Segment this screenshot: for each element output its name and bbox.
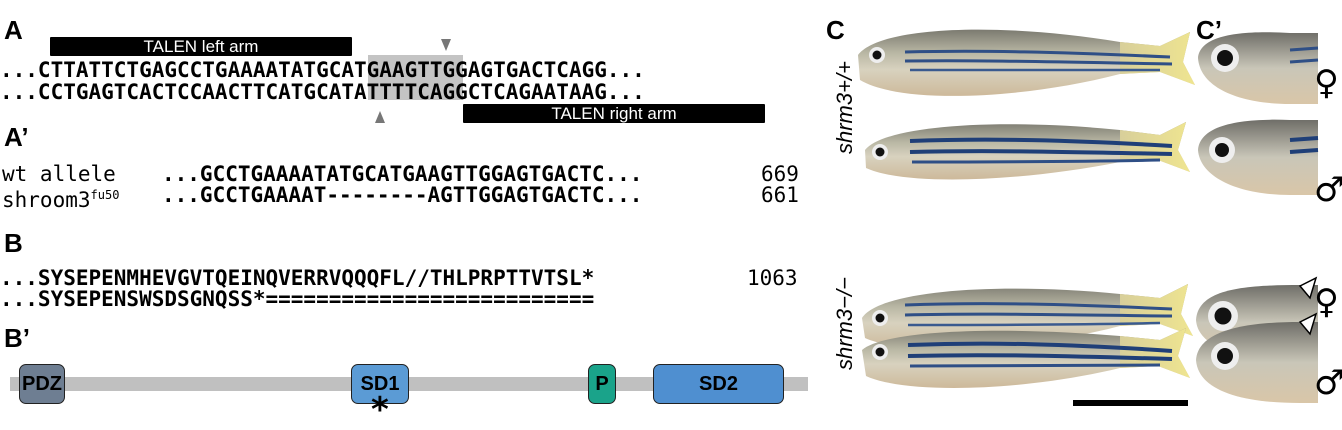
talen-left-arm: TALEN left arm <box>50 37 352 56</box>
cut-site-highlight <box>368 55 463 100</box>
sex-symbol-female-mutant: ♀ <box>1314 282 1339 322</box>
panel-label-c: C <box>826 15 845 45</box>
top-arrowhead-icon <box>441 39 451 51</box>
allele-pos-wt: 669 <box>761 162 799 186</box>
allele-seq-wt: ...GCCTGAAAATATGCATGAAGTTGGAGTGACTC... <box>162 162 643 186</box>
dna-bottom-strand: ...CCTGAGTCACTCCAACTTCATGCATATTTTCAGGCTC… <box>0 80 645 104</box>
truncation-marker: * <box>371 390 389 430</box>
fish-mutant-male <box>862 328 1190 388</box>
domain-pdz: PDZ <box>19 364 65 404</box>
scale-bar <box>1073 400 1188 406</box>
head-closeup-wt-female <box>1198 32 1319 104</box>
panel-label-b-prime: B’ <box>4 323 30 353</box>
protein-seq-wt: ...SYSEPENMHEVGVTQEINQVERRVQQQFL//THLPRP… <box>0 266 595 290</box>
bottom-arrowhead-icon <box>375 111 385 123</box>
sex-symbol-female-wt: ♀ <box>1314 63 1339 103</box>
head-closeup-wt-male <box>1198 119 1319 195</box>
domain-p: P <box>588 364 616 404</box>
arrowhead-icon <box>1298 276 1318 300</box>
fish-wt-male <box>865 122 1190 180</box>
allele-superscript: fu50 <box>90 188 120 202</box>
allele-pos-mutant: 661 <box>761 183 799 207</box>
sex-symbol-male-mutant: ♂ <box>1314 363 1342 403</box>
allele-seq-mutant: ...GCCTGAAAAT--------AGTTGGAGTGACTC... <box>162 183 643 207</box>
domain-sd1: SD1 <box>351 364 409 404</box>
protein-pos-wt: 1063 <box>747 266 798 290</box>
panel-label-a: A <box>4 15 23 45</box>
head-closeup-mutant-male <box>1196 312 1318 403</box>
arrowhead-icon <box>1298 312 1318 336</box>
panel-label-a-prime: A’ <box>4 122 29 152</box>
dna-top-strand: ...CTTATTCTGAGCCTGAAAATATGCATGAAGTTGGAGT… <box>0 58 645 82</box>
domain-sd2: SD2 <box>653 364 784 404</box>
panel-label-b: B <box>4 228 23 258</box>
allele-name-wt: wt allele <box>2 162 116 186</box>
fish-wt-female <box>858 29 1195 96</box>
talen-right-arm: TALEN right arm <box>463 104 765 123</box>
protein-seq-mutant: ...SYSEPENSWSDSGNQSS*===================… <box>0 287 595 311</box>
allele-name-mutant: shroom3fu50 <box>2 188 120 212</box>
sex-symbol-male-wt: ♂ <box>1314 170 1342 210</box>
